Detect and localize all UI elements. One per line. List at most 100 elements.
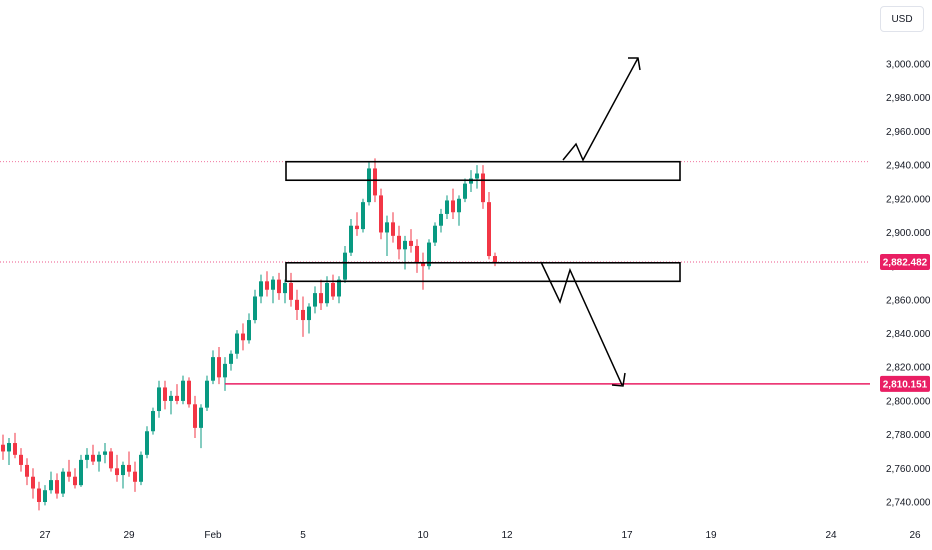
candle-body[interactable] [205,380,209,408]
candle-body[interactable] [247,320,251,341]
candle-body[interactable] [481,173,485,203]
candle-body[interactable] [25,464,29,477]
price-tick-label: 2,940.000 [886,161,931,172]
candle-body[interactable] [109,451,113,469]
candle-body[interactable] [169,395,173,401]
candle-body[interactable] [115,468,119,476]
candle-body[interactable] [451,200,455,213]
candle-body[interactable] [367,168,371,203]
candle-body[interactable] [163,387,167,401]
candle-body[interactable] [139,454,143,482]
candle-body[interactable] [307,306,311,321]
candle-body[interactable] [361,202,365,230]
candle-body[interactable] [19,454,23,465]
candle-body[interactable] [457,198,461,213]
candle-body[interactable] [85,454,89,460]
candle-body[interactable] [283,283,287,294]
candle-body[interactable] [349,225,353,253]
candle-body[interactable] [271,279,275,290]
candle-body[interactable] [493,256,497,263]
drawings-layer [0,57,870,387]
time-tick-label: 17 [621,530,633,541]
price-axis: 3,000.000 2,980.000 2,960.000 2,940.000 2,92… [886,60,931,509]
candle-body[interactable] [445,200,449,214]
candle-body[interactable] [55,480,59,494]
candle-body[interactable] [253,296,257,321]
candle-body[interactable] [103,451,107,455]
candle-body[interactable] [427,242,431,267]
target-price-badge-bg [880,375,930,392]
candle-body[interactable] [295,299,299,310]
bullish-path-arrow[interactable] [562,57,639,162]
candle-body[interactable] [409,240,413,246]
candle-body[interactable] [31,476,35,489]
candle-body[interactable] [121,464,125,476]
candle-body[interactable] [43,490,47,502]
candle-body[interactable] [301,309,305,321]
candle-body[interactable] [37,488,41,502]
candle-body[interactable] [325,283,329,304]
candle-body[interactable] [379,195,383,233]
candle-body[interactable] [319,293,323,304]
candle-body[interactable] [313,293,317,307]
candle-body[interactable] [415,245,419,263]
candle-body[interactable] [487,202,491,257]
candle-body[interactable] [403,240,407,250]
candle-body[interactable] [49,480,53,491]
candle-body[interactable] [181,380,185,401]
bearish-arrowhead [611,372,626,387]
candle-body[interactable] [391,222,395,236]
candle-body[interactable] [289,283,293,300]
candle-body[interactable] [157,387,161,412]
candle-body[interactable] [439,213,443,226]
candle-body[interactable] [265,281,269,290]
support-zone-box[interactable] [285,261,681,283]
candle-body[interactable] [97,454,101,462]
price-tick-label: 2,840.000 [886,329,931,340]
candle-body[interactable] [145,431,149,455]
candle-body[interactable] [373,168,377,196]
candle-body[interactable] [127,464,131,472]
candle-body[interactable] [463,183,467,199]
candle-body[interactable] [91,454,95,462]
candle-body[interactable] [217,357,221,378]
candle-body[interactable] [229,353,233,364]
candle-body[interactable] [1,444,5,452]
resistance-zone-box[interactable] [285,160,681,182]
candle-body[interactable] [421,262,425,267]
candle-body[interactable] [7,443,11,452]
candle-body[interactable] [175,395,179,401]
candle-body[interactable] [193,404,197,428]
candle-body[interactable] [385,222,389,233]
candle-body[interactable] [277,279,281,294]
candle-body[interactable] [133,471,137,482]
candle-body[interactable] [151,411,155,432]
candle-body[interactable] [199,407,203,428]
candle-body[interactable] [343,252,347,280]
bearish-path-arrow[interactable] [540,261,623,386]
candle-body[interactable] [13,443,17,455]
candle-body[interactable] [331,283,335,297]
candle-body[interactable] [211,357,215,381]
candle-body[interactable] [61,471,65,494]
current-price-badge-bg [880,253,930,270]
price-tick-label: 2,960.000 [886,127,931,138]
candle-body[interactable] [73,476,77,486]
candle-body[interactable] [241,333,245,341]
currency-button[interactable]: USD [880,6,924,32]
candle-body[interactable] [79,459,83,486]
candle-body[interactable] [187,380,191,405]
candle-body[interactable] [475,173,479,179]
time-axis: 27 29 Feb 5 10 12 17 19 24 26 [39,530,921,541]
candle-body[interactable] [259,281,263,297]
candle-body[interactable] [433,225,437,243]
candle-body[interactable] [397,235,401,250]
candle-body[interactable] [235,333,239,354]
candle-body[interactable] [223,363,227,378]
candle-body[interactable] [355,225,359,230]
candle-body[interactable] [469,178,473,184]
candle-body[interactable] [337,279,341,297]
candle-body[interactable] [67,471,71,477]
